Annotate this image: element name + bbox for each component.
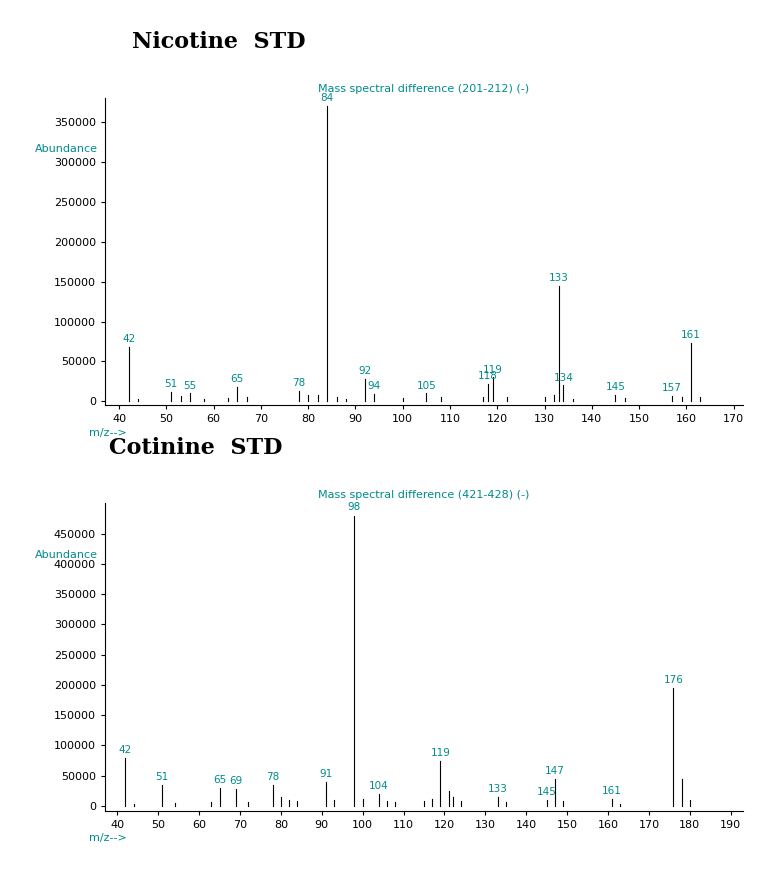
Text: 69: 69: [230, 776, 243, 786]
Text: 105: 105: [416, 380, 436, 390]
Text: Cotinine  STD: Cotinine STD: [109, 437, 282, 459]
Text: 42: 42: [122, 334, 135, 344]
Text: Nicotine  STD: Nicotine STD: [132, 31, 306, 53]
Text: 91: 91: [319, 769, 332, 779]
Text: m/z-->: m/z-->: [89, 428, 128, 437]
Text: 161: 161: [681, 331, 701, 340]
Text: 145: 145: [605, 382, 626, 392]
Text: 55: 55: [184, 380, 197, 390]
Text: m/z-->: m/z-->: [89, 833, 128, 843]
Text: 94: 94: [368, 381, 381, 391]
Text: 51: 51: [165, 379, 178, 389]
Text: Abundance: Abundance: [35, 550, 98, 560]
Text: 65: 65: [213, 775, 226, 785]
Text: 78: 78: [293, 379, 306, 388]
Text: 65: 65: [231, 374, 244, 384]
Title: Mass spectral difference (201-212) (-): Mass spectral difference (201-212) (-): [318, 85, 530, 94]
Text: 119: 119: [430, 748, 450, 757]
Text: 133: 133: [488, 784, 507, 794]
Text: 176: 176: [664, 675, 683, 685]
Text: 42: 42: [119, 745, 132, 755]
Text: 98: 98: [348, 503, 361, 512]
Text: Abundance: Abundance: [35, 144, 98, 154]
Text: 147: 147: [545, 765, 565, 776]
Text: 118: 118: [478, 371, 498, 381]
Text: 145: 145: [537, 787, 556, 797]
Text: 161: 161: [602, 786, 622, 796]
Text: 119: 119: [482, 364, 503, 374]
Text: 92: 92: [359, 366, 372, 376]
Text: 134: 134: [553, 372, 573, 382]
Title: Mass spectral difference (421-428) (-): Mass spectral difference (421-428) (-): [318, 490, 530, 500]
Text: 78: 78: [266, 772, 279, 781]
Text: 157: 157: [662, 383, 682, 393]
Text: 84: 84: [321, 94, 334, 103]
Text: 51: 51: [156, 772, 169, 781]
Text: 133: 133: [548, 273, 569, 282]
Text: 104: 104: [369, 781, 389, 791]
